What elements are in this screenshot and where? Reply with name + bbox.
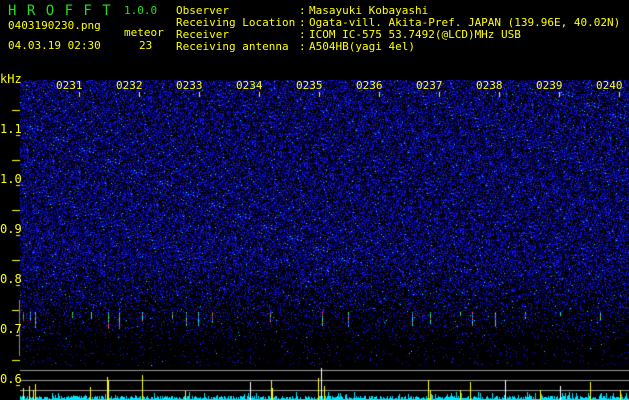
meteor-label: meteor: [124, 26, 164, 39]
info-colon: :: [299, 40, 306, 53]
info-label: Receiver: [176, 28, 229, 41]
info-value: ICOM IC-575 53.7492(@LCD)MHz USB: [309, 28, 521, 41]
app-logo: H R O F F T: [8, 3, 112, 19]
y-tick-label: 0.9: [0, 222, 22, 236]
unit-label: kHz: [0, 72, 22, 86]
y-tick-label: 1.1: [0, 122, 22, 136]
info-label: Receiving antenna: [176, 40, 289, 53]
info-label: Observer: [176, 4, 229, 17]
info-colon: :: [299, 16, 306, 29]
info-value: Masayuki Kobayashi: [309, 4, 429, 17]
y-tick-label: 0.6: [0, 372, 22, 386]
info-colon: :: [299, 28, 306, 41]
time-label: 0240: [596, 79, 623, 92]
time-label: 0238: [476, 79, 503, 92]
file-datetime: 04.03.19 02:30: [8, 39, 101, 52]
info-colon: :: [299, 4, 306, 17]
info-value: Ogata-vill. Akita-Pref. JAPAN (139.96E, …: [309, 16, 621, 29]
time-label: 0237: [416, 79, 443, 92]
time-label: 0236: [356, 79, 383, 92]
time-label: 0232: [116, 79, 143, 92]
meteor-count: 23: [139, 39, 153, 52]
y-tick-label: 1.0: [0, 172, 22, 186]
info-label: Receiving Location: [176, 16, 296, 29]
y-tick-label: 0.8: [0, 272, 22, 286]
file-name: 0403190230.png: [8, 19, 101, 32]
y-tick-label: 0.7: [0, 322, 22, 336]
time-label: 0239: [536, 79, 563, 92]
app-version: 1.0.0: [124, 4, 158, 17]
time-label: 0233: [176, 79, 203, 92]
info-value: A504HB(yagi 4el): [309, 40, 415, 53]
time-label: 0235: [296, 79, 323, 92]
time-label: 0231: [56, 79, 83, 92]
time-label: 0234: [236, 79, 263, 92]
